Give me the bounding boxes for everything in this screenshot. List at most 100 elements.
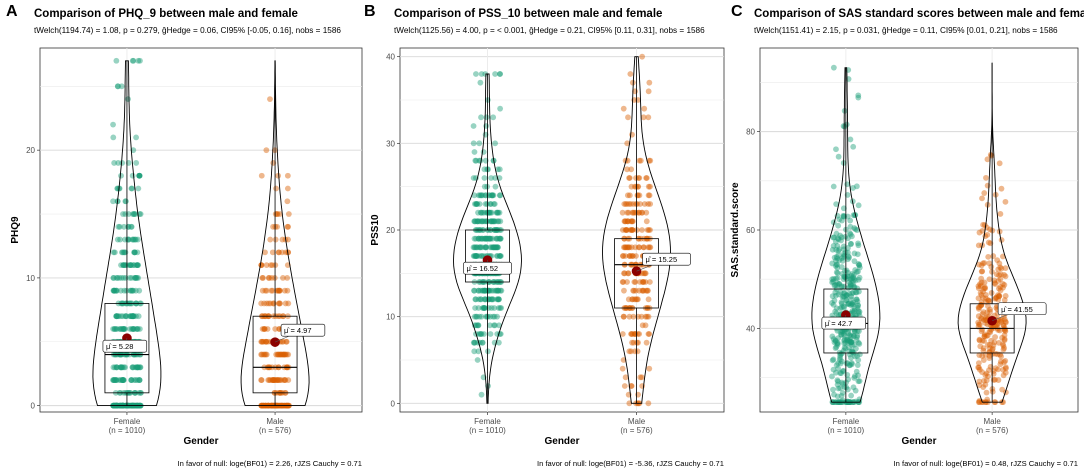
data-point [486, 287, 493, 294]
data-point [118, 83, 125, 90]
data-point [478, 209, 484, 216]
data-point [130, 262, 137, 269]
data-point [472, 235, 479, 242]
data-point [997, 284, 1004, 290]
data-point [830, 219, 837, 226]
data-point [979, 337, 986, 344]
data-point [132, 364, 139, 371]
data-point [846, 337, 853, 344]
panel-footer: In favor of null: loge(BF01) = 0.48, rJZ… [894, 459, 1078, 468]
data-point [832, 338, 839, 345]
data-point [839, 328, 846, 335]
data-point [494, 244, 501, 251]
data-point [834, 270, 841, 277]
data-point [844, 372, 851, 378]
data-point [482, 287, 488, 294]
data-point [834, 243, 841, 249]
data-point [261, 326, 268, 332]
data-point [849, 290, 855, 297]
data-point [829, 279, 836, 286]
data-point [635, 209, 642, 216]
data-point [643, 287, 650, 294]
data-point [285, 236, 291, 243]
data-point [130, 313, 137, 320]
data-point [632, 287, 639, 294]
data-point [997, 287, 1004, 294]
data-point [131, 249, 137, 256]
data-point [845, 249, 851, 256]
data-point [832, 282, 839, 288]
data-point [640, 244, 647, 251]
data-point [975, 319, 982, 326]
data-point [993, 304, 1000, 311]
data-point [110, 249, 117, 256]
data-point [854, 332, 861, 339]
data-point [998, 353, 1004, 360]
data-point [1000, 322, 1007, 328]
data-point [849, 300, 855, 307]
data-point [122, 236, 128, 243]
data-point [834, 264, 841, 271]
data-point [111, 326, 118, 332]
data-point [622, 227, 629, 233]
data-point [841, 331, 847, 337]
data-point [838, 234, 845, 241]
data-point [977, 283, 984, 289]
data-point [478, 331, 485, 337]
data-point [284, 274, 291, 281]
data-point [853, 269, 860, 275]
data-point [619, 227, 626, 233]
data-point [259, 338, 266, 345]
data-point [835, 378, 841, 385]
data-point [482, 71, 489, 77]
data-point [118, 313, 124, 320]
data-point [136, 172, 143, 179]
data-point [636, 331, 643, 337]
data-point [980, 345, 987, 352]
data-point [832, 289, 839, 296]
data-point [836, 216, 843, 223]
data-point [114, 287, 120, 294]
data-point [113, 364, 120, 371]
y-axis-label: PHQ9 [10, 216, 21, 244]
data-point [285, 377, 292, 383]
mean-label: μ̂ = 15.25 [646, 255, 678, 264]
data-point [474, 218, 481, 225]
data-point [131, 249, 138, 256]
data-point [118, 172, 124, 179]
data-point [619, 279, 626, 285]
data-point [136, 377, 143, 383]
data-point [628, 183, 635, 190]
data-point [629, 339, 635, 346]
data-point [624, 227, 631, 233]
data-point [123, 262, 129, 269]
data-point [132, 236, 138, 243]
data-point [263, 262, 270, 269]
data-point [471, 287, 477, 294]
data-point [636, 175, 643, 181]
data-point [645, 313, 652, 320]
data-point [831, 297, 838, 304]
data-point [831, 254, 838, 261]
data-point [1001, 282, 1008, 288]
data-point [112, 377, 118, 383]
data-point [134, 326, 141, 332]
data-point [492, 287, 499, 294]
data-point [634, 201, 641, 207]
data-point [622, 244, 628, 251]
data-point [1001, 345, 1008, 351]
data-point [620, 279, 627, 285]
data-point [844, 213, 851, 220]
data-point [496, 192, 503, 199]
data-point [833, 146, 839, 153]
data-point [997, 264, 1004, 271]
data-point [979, 268, 986, 275]
data-point [995, 296, 1002, 303]
data-point [494, 244, 501, 251]
x-axis-label: Gender [183, 436, 218, 447]
data-point [838, 283, 845, 290]
data-point [265, 300, 272, 307]
data-point [127, 287, 134, 294]
data-point [118, 262, 124, 269]
data-point [636, 209, 643, 216]
